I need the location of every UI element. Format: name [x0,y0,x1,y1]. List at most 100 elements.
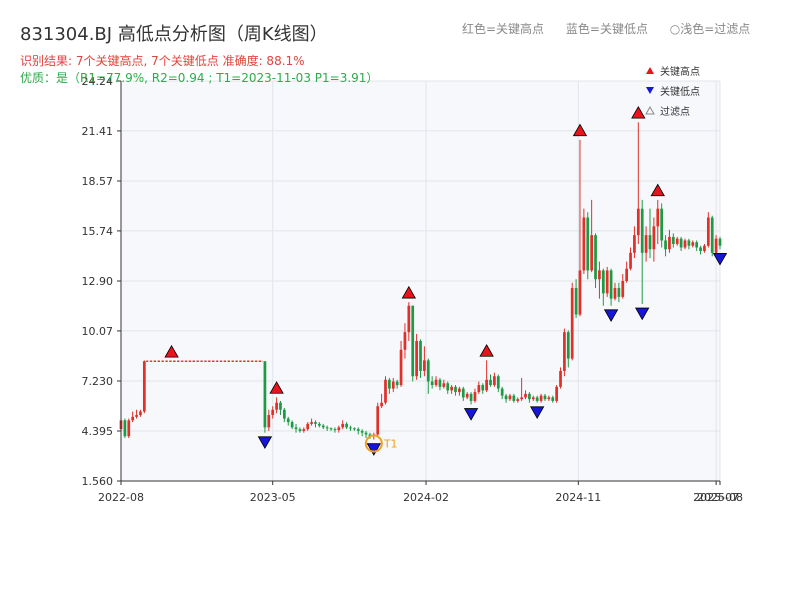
candle-body [302,429,306,431]
candle-body [131,416,135,421]
key-low-marker [257,436,273,449]
candle-body [520,397,523,400]
candle-body [314,422,317,424]
candle-body [512,395,516,401]
candle [458,386,461,396]
candle [442,379,446,389]
candle [139,409,142,417]
candle-body [656,208,660,227]
key-high-marker [164,344,179,358]
candle-body [668,236,671,250]
top-legend: 红色=关键高点 蓝色=关键低点 ○浅色=过滤点 [462,20,750,37]
candle [664,235,667,257]
y-tick-label: 24.24 [82,75,114,88]
candle [668,229,671,253]
candle-body [718,238,722,246]
candle-body [294,427,298,430]
candle-body [683,240,687,248]
candle-body [391,381,395,389]
candle [391,378,395,393]
y-tick-label: 4.395 [82,425,114,438]
candle-body [543,395,547,400]
y-tick-label: 1.560 [82,475,114,488]
candle [636,122,640,244]
candle [695,240,699,252]
key-high-marker [650,183,665,197]
candle-body [485,379,488,391]
candle-body [135,415,138,417]
chart-title: 831304.BJ 高低点分析图（周K线图） [20,24,328,45]
candle [411,305,415,382]
candle-body [283,409,286,419]
candle [656,199,660,244]
candle-body [461,388,465,398]
candle-body [333,429,337,431]
candle-body [508,395,512,400]
candle [687,238,691,250]
candle [617,282,621,303]
candle [135,409,138,419]
marker-legend: 关键高点 关键低点 过滤点 [645,65,700,118]
candle [496,374,500,393]
candle-body [625,268,629,281]
candle-body [481,385,485,391]
candle [399,340,403,387]
key-high-marker [631,105,646,119]
legend-filtered-label: 过滤点 [660,105,690,118]
candle-body [644,235,648,253]
candle-body [601,270,605,294]
y-tick-label: 21.41 [82,125,114,138]
candle-body [139,411,142,416]
key-low-marker [366,443,382,456]
candle [318,422,321,428]
candle [263,361,267,433]
candle-body [419,340,422,371]
candle [454,385,457,396]
candle-body [710,217,714,253]
candle-body [473,392,477,401]
candle-body [493,376,496,386]
y-tick-label: 10.07 [82,325,114,338]
candle [380,393,383,408]
candle [438,378,442,391]
candle-body [578,270,582,315]
candle [543,393,547,401]
x-tick-label: 2024-11 [555,491,601,504]
candle [286,416,290,426]
candle [127,418,131,438]
candle [485,360,488,393]
candle-body [570,288,574,359]
candle-body [263,361,267,428]
key-low-marker [529,406,545,419]
legend-high-marker [646,67,654,74]
y-tick-label: 7.230 [82,375,114,388]
candle-body [123,420,127,437]
candle [434,376,438,387]
candle [426,358,430,394]
candle [633,226,636,259]
candle-body [438,379,442,387]
candle-body [286,418,290,423]
candle [539,393,543,403]
candle-body [349,427,352,429]
candle-body [691,242,695,246]
candle [271,406,275,419]
candle [349,425,352,431]
candle [629,247,632,271]
legend-low-marker [646,87,654,94]
candle [388,378,391,394]
candle-body [446,383,450,391]
candle-body [395,381,399,386]
candle [555,385,558,403]
candle [547,395,551,401]
candle-body [582,217,586,271]
x-tick-label: 2025-07 [693,491,739,504]
candle [290,420,294,430]
candle [582,208,586,274]
candle [337,425,341,433]
candle [279,400,282,416]
candle [345,422,348,430]
candle-body [415,340,418,377]
candle [660,203,664,248]
candle [450,385,453,394]
